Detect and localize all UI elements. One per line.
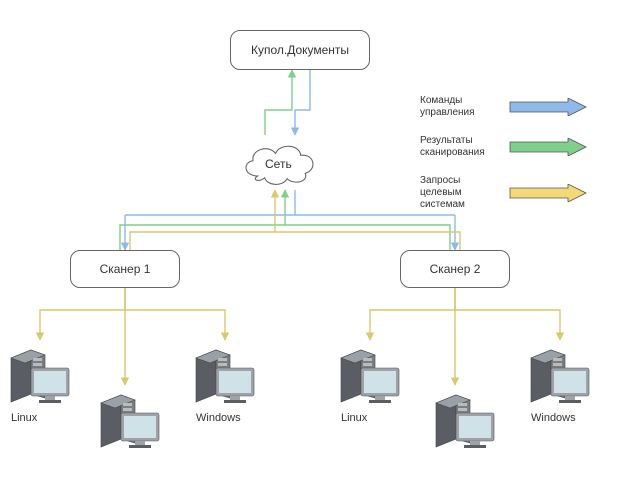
host-3 — [335, 340, 405, 410]
cloud-label: Сеть — [265, 157, 292, 171]
legend-row-0: Команды управления — [420, 95, 588, 119]
node-scanner-1: Сканер 1 — [70, 250, 180, 288]
legend-row-1: Результаты сканирования — [420, 135, 588, 159]
host-4 — [430, 385, 500, 455]
host-label-3: Linux — [341, 412, 367, 424]
node-scanner-2: Сканер 2 — [400, 250, 510, 288]
host-2 — [190, 340, 260, 410]
host-label-5: Windows — [531, 412, 576, 424]
legend-text-1: Результаты сканирования — [420, 135, 500, 159]
legend-text-0: Команды управления — [420, 95, 500, 119]
host-5 — [525, 340, 595, 410]
host-label-2: Windows — [196, 412, 241, 424]
legend-arrow-2 — [508, 184, 588, 202]
legend-arrow-1 — [508, 138, 588, 156]
scanner-1-label: Сканер 1 — [100, 262, 151, 276]
host-1 — [95, 385, 165, 455]
legend-arrow-0 — [508, 98, 588, 116]
host-0 — [5, 340, 75, 410]
legend-row-2: Запросы целевым системам — [420, 175, 588, 211]
node-kupol-label: Купол.Документы — [251, 43, 349, 57]
host-label-0: Linux — [11, 412, 37, 424]
scanner-2-label: Сканер 2 — [430, 262, 481, 276]
node-kupol-documents: Купол.Документы — [230, 30, 370, 70]
legend-text-2: Запросы целевым системам — [420, 175, 500, 211]
